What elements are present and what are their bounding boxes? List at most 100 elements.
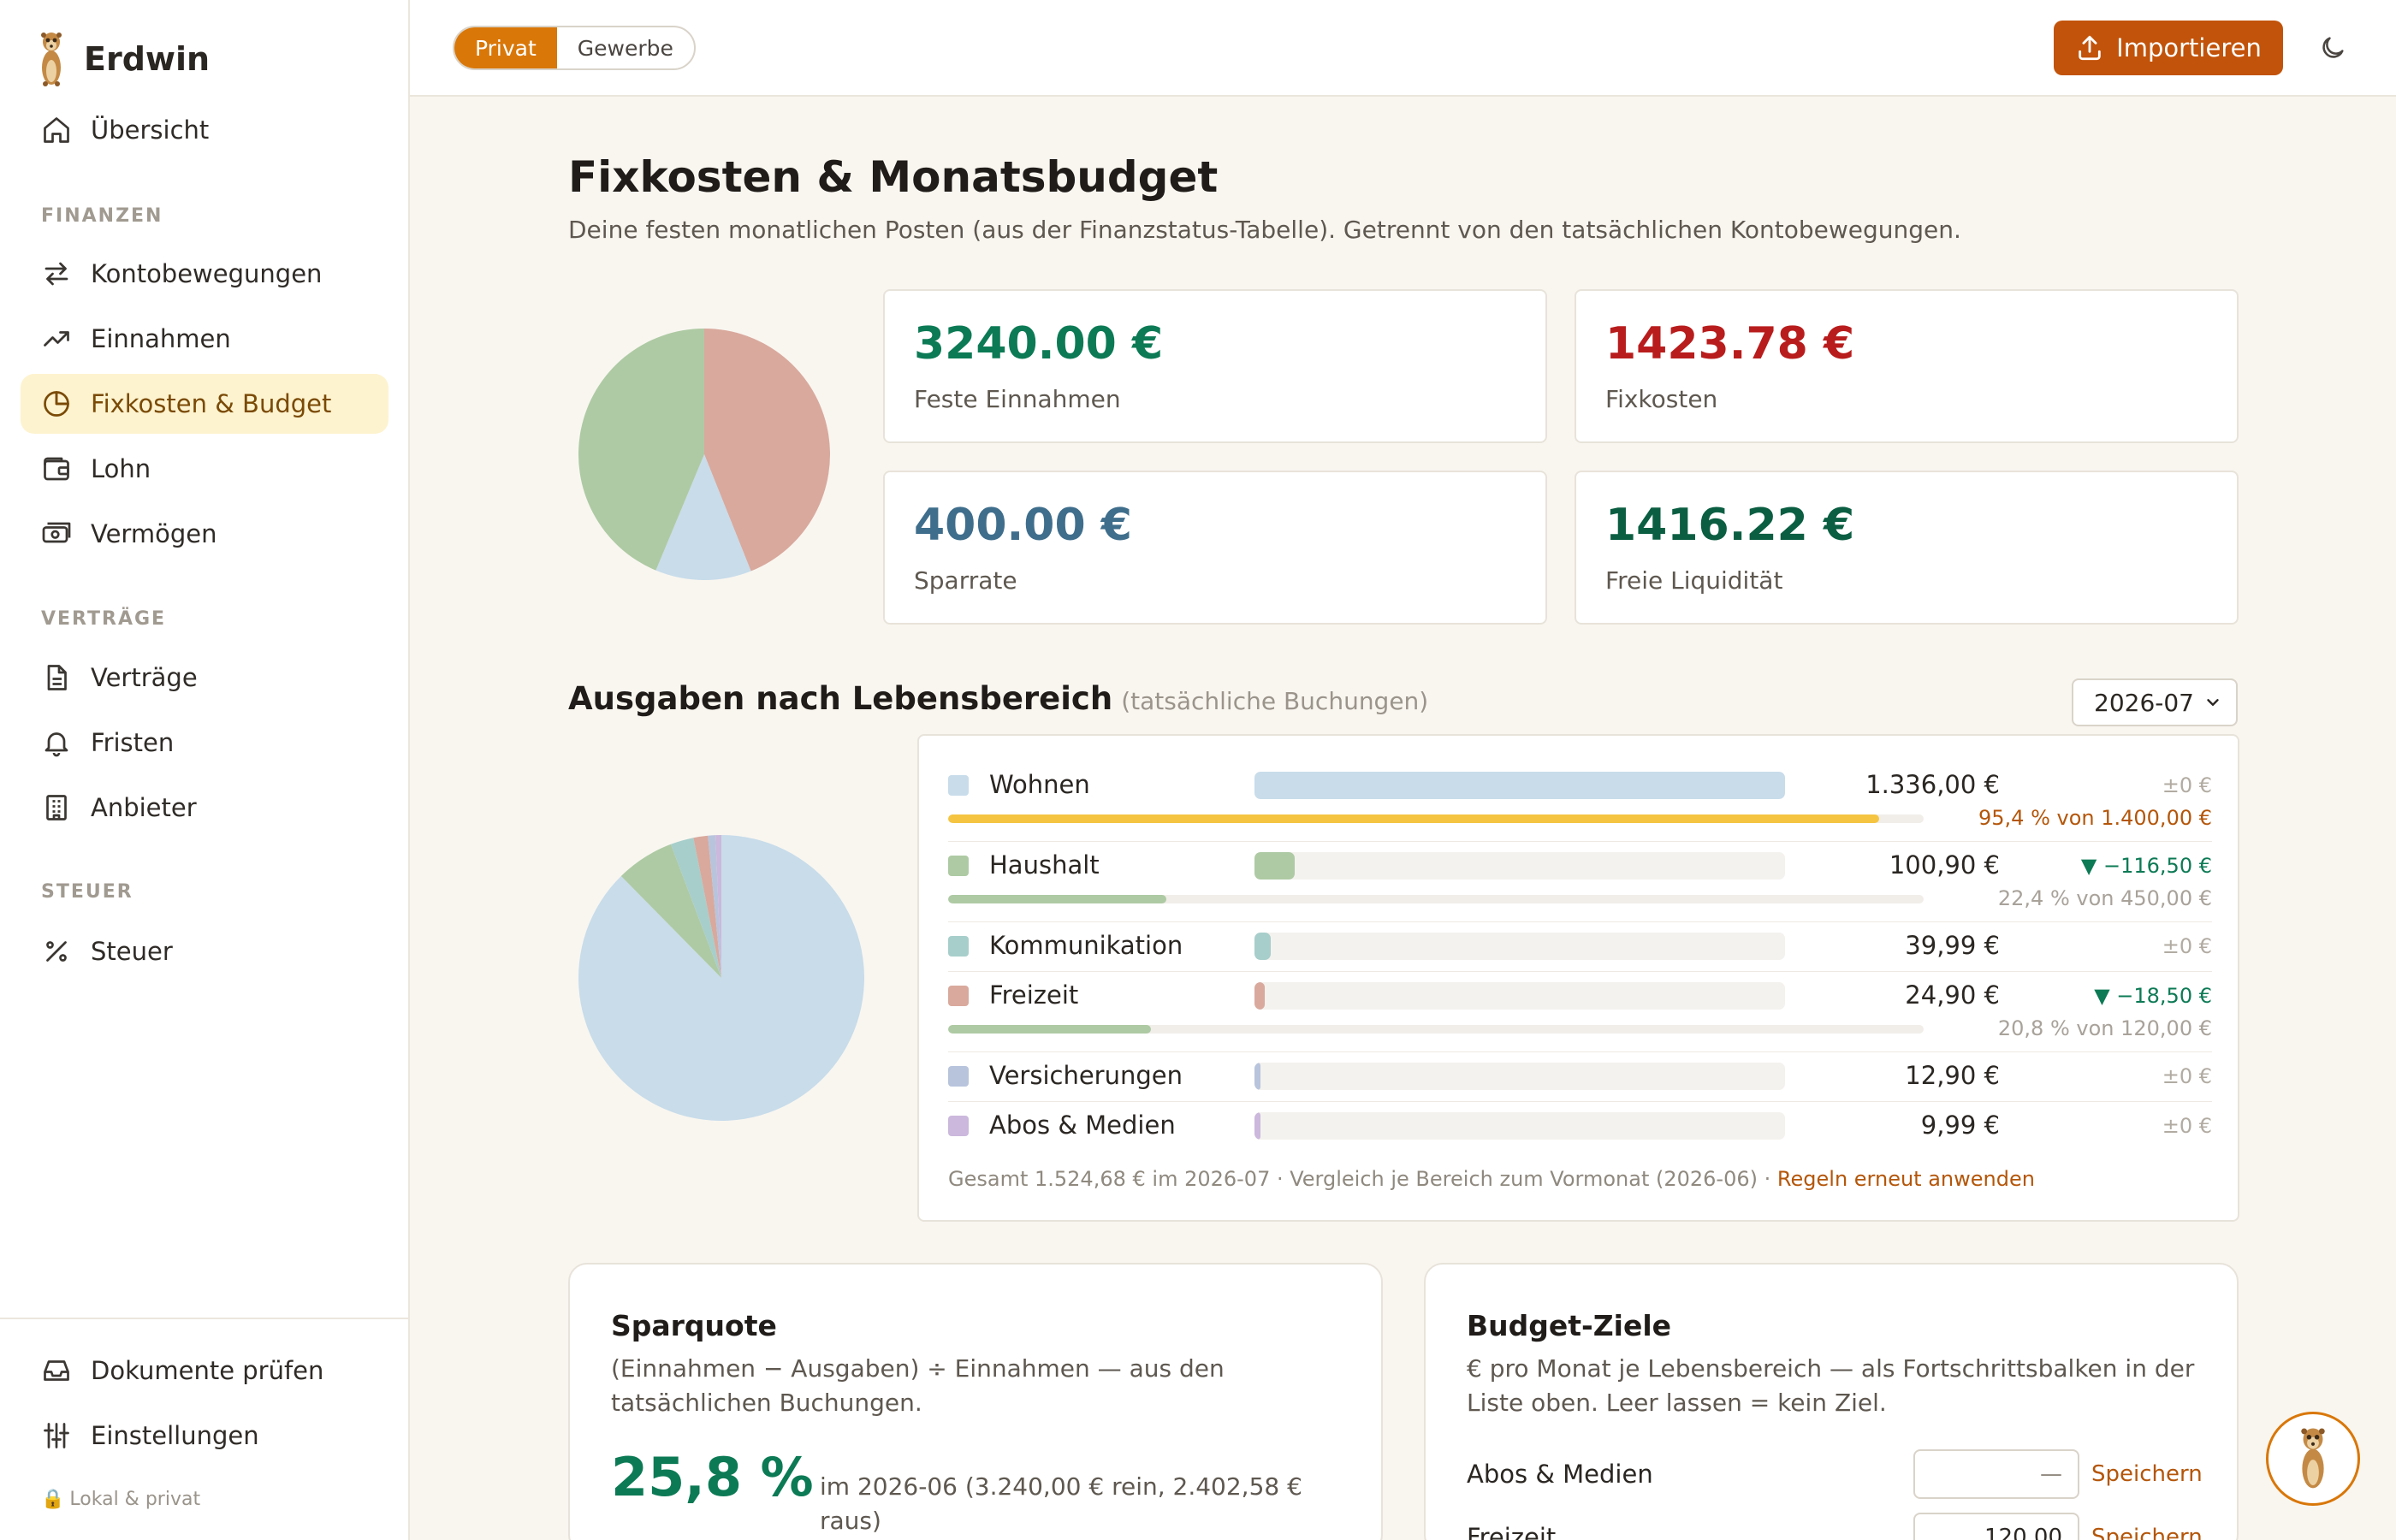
budget-progress-track — [948, 814, 1924, 823]
category-swatch — [948, 1116, 969, 1136]
sidebar-item-label: Einnahmen — [91, 324, 231, 353]
goal-save-button[interactable]: Speichern — [2091, 1461, 2203, 1487]
sidebar-item-vermoegen[interactable]: Vermögen — [21, 504, 388, 564]
sidebar-item-label: Lohn — [91, 454, 151, 483]
import-button-label: Importieren — [2116, 33, 2262, 62]
sidebar-item-anbieter[interactable]: Anbieter — [21, 778, 388, 838]
category-name: Kommunikation — [989, 931, 1183, 960]
sidebar-item-fixkosten[interactable]: Fixkosten & Budget — [21, 374, 388, 434]
stat-label-free: Freie Liquidität — [1605, 566, 1783, 595]
budget-progress-text: 22,4 % von 450,00 € — [1997, 886, 2212, 910]
sidebar-item-label: Vermögen — [91, 519, 217, 548]
category-bar-track — [1254, 933, 1785, 960]
building-icon — [46, 795, 67, 820]
goal-label: Freizeit — [1467, 1523, 1557, 1540]
bell-icon — [44, 732, 68, 757]
goal-input[interactable]: 120,00 — [1913, 1513, 2079, 1540]
stat-label-savings: Sparrate — [914, 566, 1017, 595]
stat-value-fixed: 1423.78 € — [1605, 318, 1855, 370]
month-select[interactable]: 2026-07 — [2072, 678, 2238, 726]
category-swatch — [948, 856, 969, 876]
stat-card-savings: 400.00 € Sparrate — [883, 471, 1547, 625]
stat-value-income: 3240.00 € — [914, 318, 1164, 370]
scope-gewerbe-button[interactable]: Gewerbe — [577, 35, 673, 61]
category-bar-track — [1254, 1063, 1785, 1090]
category-row: Kommunikation 39,99 € ±0 € — [919, 922, 2241, 972]
spending-title: Ausgaben nach Lebensbereich — [568, 680, 1113, 717]
category-swatch — [948, 936, 969, 957]
category-bar-fill — [1254, 982, 1265, 1010]
goal-save-button[interactable]: Speichern — [2091, 1525, 2203, 1540]
category-row: Haushalt 100,90 € ▼ −116,50 € 22,4 % von 45… — [919, 842, 2241, 922]
category-name: Freizeit — [989, 980, 1079, 1010]
page-subtitle: Deine festen monatlichen Posten (aus der… — [568, 216, 1961, 244]
arrows-left-right-icon — [44, 262, 68, 286]
spending-section-title: Ausgaben nach Lebensbereich (tatsächliche… — [568, 680, 1428, 717]
category-bar-track — [1254, 982, 1785, 1010]
spending-pie-slice-haushalt — [620, 844, 721, 978]
category-delta: ±0 € — [2162, 934, 2212, 958]
category-row-divider — [948, 841, 2212, 842]
category-delta: ±0 € — [2162, 773, 2212, 797]
category-row: Versicherungen 12,90 € ±0 € — [919, 1052, 2241, 1102]
category-amount: 1.336,00 € — [1865, 770, 2000, 799]
stat-card-fixed: 1423.78 € Fixkosten — [1575, 289, 2239, 443]
category-bar-fill — [1254, 933, 1271, 960]
budget-goals-card: Budget-Ziele € pro Monat je Lebensbereic… — [1424, 1263, 2239, 1540]
upload-icon — [2079, 35, 2101, 61]
category-amount: 100,90 € — [1889, 850, 2000, 880]
category-amount: 9,99 € — [1920, 1111, 2000, 1140]
sidebar-item-dokumente[interactable]: Dokumente prüfen — [21, 1341, 388, 1401]
stat-value-savings: 400.00 € — [914, 500, 1132, 551]
savings-quota-description: (Einnahmen − Ausgaben) ÷ Einnahmen — aus… — [611, 1354, 1225, 1417]
sidebar-item-label: Fixkosten & Budget — [91, 389, 332, 418]
budget-progress-fill — [948, 814, 1879, 823]
sidebar-item-fristen[interactable]: Fristen — [21, 713, 388, 773]
import-button[interactable]: Importieren — [2054, 21, 2283, 75]
sidebar-item-label: Verträge — [91, 663, 198, 692]
stat-label-income: Feste Einnahmen — [914, 385, 1121, 413]
category-row: Wohnen 1.336,00 € ±0 € 95,4 % von 1.400,00 … — [919, 761, 2241, 842]
budget-progress-track — [948, 895, 1924, 903]
sidebar-item-einstellungen[interactable]: Einstellungen — [21, 1406, 388, 1466]
sidebar-item-overview[interactable]: Übersicht — [21, 100, 388, 160]
savings-quota-value: 25,8 % — [611, 1446, 814, 1508]
brand[interactable]: Erdwin — [34, 29, 210, 89]
category-bar-track — [1254, 1112, 1785, 1140]
category-row-divider — [948, 1101, 2212, 1102]
moon-icon — [2322, 37, 2344, 58]
local-privacy-text: Lokal & privat — [69, 1489, 201, 1510]
spending-pie-slice-kommunikation — [670, 838, 721, 978]
summary-pie-slice-sparrate — [655, 454, 751, 580]
goal-input[interactable]: — — [1913, 1449, 2079, 1499]
scope-privat-button[interactable]: Privat — [454, 27, 557, 68]
category-name: Haushalt — [989, 850, 1100, 880]
sidebar-section-vertraege: VERTRÄGE — [41, 608, 167, 630]
banknote-icon — [42, 522, 71, 543]
sidebar-item-lohn[interactable]: Lohn — [21, 439, 388, 499]
stat-label-fixed: Fixkosten — [1605, 385, 1718, 413]
reapply-rules-link[interactable]: Regeln erneut anwenden — [1776, 1167, 2035, 1191]
spending-footer: Gesamt 1.524,68 € im 2026-07 · Vergleich… — [948, 1167, 2035, 1191]
month-select-value: 2026-07 — [2094, 688, 2194, 717]
theme-toggle-button[interactable] — [2314, 29, 2352, 67]
assistant-mascot-button[interactable] — [2266, 1412, 2360, 1506]
topbar: Privat Gewerbe Importieren — [410, 0, 2396, 97]
spending-pie-chart — [578, 835, 864, 1121]
category-bar-fill — [1254, 1112, 1261, 1140]
spending-category-panel: Gesamt 1.524,68 € im 2026-07 · Vergleich… — [917, 734, 2239, 1222]
sidebar-item-label: Steuer — [91, 937, 173, 966]
sidebar-item-steuer[interactable]: Steuer — [21, 921, 388, 981]
home-icon — [44, 117, 69, 143]
sidebar-item-vertraege[interactable]: Verträge — [21, 648, 388, 708]
savings-quota-card: Sparquote (Einnahmen − Ausgaben) ÷ Einna… — [568, 1263, 1383, 1540]
sidebar-item-einnahmen[interactable]: Einnahmen — [21, 309, 388, 369]
category-delta: ▼ −18,50 € — [2094, 984, 2212, 1008]
pie-chart-icon — [44, 391, 69, 417]
budget-progress-text: 20,8 % von 120,00 € — [1997, 1016, 2212, 1040]
category-delta: ±0 € — [2162, 1114, 2212, 1138]
category-name: Versicherungen — [989, 1061, 1183, 1090]
sidebar-item-kontobewegungen[interactable]: Kontobewegungen — [21, 244, 388, 304]
lock-icon: 🔒 — [41, 1489, 65, 1510]
category-name: Abos & Medien — [989, 1111, 1176, 1140]
